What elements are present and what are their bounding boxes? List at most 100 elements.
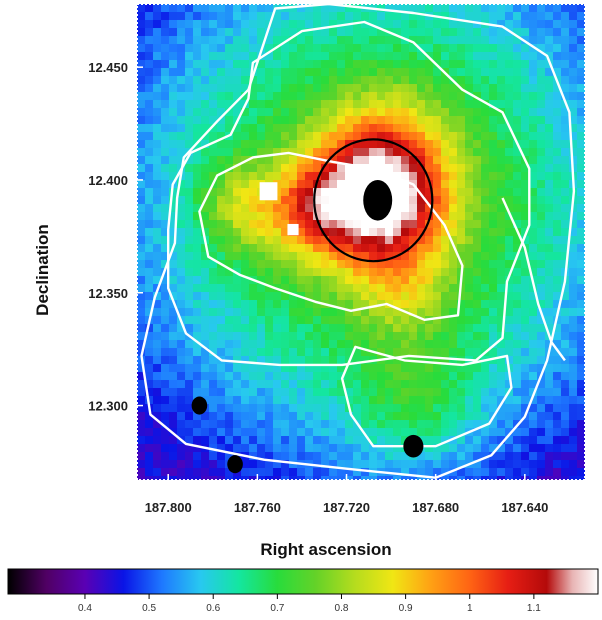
heatmap-cell — [233, 52, 242, 61]
heatmap-cell — [441, 364, 450, 373]
heatmap-cell — [505, 276, 514, 285]
heatmap-cell — [393, 436, 402, 445]
heatmap-cell — [257, 428, 266, 437]
heatmap-cell — [553, 356, 562, 365]
heatmap-cell — [305, 332, 314, 341]
heatmap-cell — [553, 60, 562, 69]
heatmap-cell — [401, 60, 410, 69]
heatmap-cell — [569, 396, 578, 405]
heatmap-cell — [409, 188, 418, 197]
heatmap-cell — [545, 156, 554, 165]
heatmap-cell — [465, 52, 474, 61]
heatmap-cell — [521, 148, 530, 157]
heatmap-cell — [321, 20, 330, 29]
heatmap-cell — [201, 132, 210, 141]
heatmap-cell — [449, 228, 458, 237]
heatmap-cell — [521, 236, 530, 245]
heatmap-cell — [449, 124, 458, 133]
heatmap-cell — [217, 428, 226, 437]
heatmap-cell — [345, 132, 354, 141]
heatmap-cell — [233, 220, 242, 229]
heatmap-cell — [265, 92, 274, 101]
heatmap-cell — [241, 292, 250, 301]
heatmap-cell — [361, 348, 370, 357]
heatmap-cell — [457, 428, 466, 437]
heatmap-cell — [577, 188, 585, 197]
heatmap-cell — [337, 28, 346, 37]
heatmap-cell — [433, 332, 442, 341]
heatmap-cell — [185, 388, 194, 397]
heatmap-cell — [153, 52, 162, 61]
heatmap-cell — [297, 444, 306, 453]
heatmap-cell — [569, 284, 578, 293]
heatmap-cell — [137, 108, 146, 117]
heatmap-cell — [505, 204, 514, 213]
heatmap-cell — [569, 260, 578, 269]
heatmap-cell — [153, 196, 162, 205]
heatmap-cell — [193, 324, 202, 333]
heatmap-cell — [273, 156, 282, 165]
heatmap-cell — [537, 116, 546, 125]
heatmap-cell — [233, 204, 242, 213]
heatmap-cell — [545, 356, 554, 365]
heatmap-cell — [353, 44, 362, 53]
heatmap-cell — [249, 284, 258, 293]
heatmap-cell — [265, 404, 274, 413]
heatmap-cell — [457, 292, 466, 301]
heatmap-cell — [241, 148, 250, 157]
heatmap-cell — [569, 12, 578, 21]
heatmap-cell — [369, 172, 378, 181]
heatmap-cell — [161, 204, 170, 213]
heatmap-cell — [321, 276, 330, 285]
heatmap-cell — [281, 172, 290, 181]
heatmap-cell — [297, 44, 306, 53]
heatmap-cell — [521, 52, 530, 61]
heatmap-cell — [233, 148, 242, 157]
heatmap-cell — [409, 212, 418, 221]
heatmap-cell — [417, 324, 426, 333]
heatmap-cell — [297, 236, 306, 245]
heatmap-cell — [321, 404, 330, 413]
heatmap-cell — [345, 284, 354, 293]
heatmap-cell — [481, 92, 490, 101]
heatmap-cell — [209, 308, 218, 317]
heatmap-cell — [201, 76, 210, 85]
heatmap-cell — [321, 140, 330, 149]
heatmap-cell — [361, 468, 370, 477]
heatmap-cell — [161, 108, 170, 117]
heatmap-cell — [473, 236, 482, 245]
heatmap-cell — [553, 468, 562, 477]
heatmap-cell — [361, 292, 370, 301]
heatmap-cell — [225, 348, 234, 357]
heatmap-cell — [145, 12, 154, 21]
heatmap-cell — [353, 380, 362, 389]
heatmap-cell — [545, 396, 554, 405]
heatmap-cell — [537, 60, 546, 69]
heatmap-cell — [417, 468, 426, 477]
heatmap-cell — [201, 276, 210, 285]
heatmap-cell — [513, 100, 522, 109]
heatmap-cell — [401, 364, 410, 373]
heatmap-cell — [457, 316, 466, 325]
heatmap-cell — [457, 412, 466, 421]
heatmap-cell — [433, 412, 442, 421]
heatmap-cell — [345, 148, 354, 157]
heatmap-cell — [553, 124, 562, 133]
heatmap-cell — [257, 124, 266, 133]
heatmap-cell — [345, 236, 354, 245]
heatmap-cell — [521, 76, 530, 85]
heatmap-cell — [513, 28, 522, 37]
heatmap-cell — [441, 260, 450, 269]
heatmap-cell — [241, 324, 250, 333]
heatmap-cell — [433, 348, 442, 357]
heatmap-cell — [281, 84, 290, 93]
heatmap-cell — [569, 124, 578, 133]
heatmap-cell — [497, 92, 506, 101]
heatmap-cell — [521, 188, 530, 197]
heatmap-cell — [177, 196, 186, 205]
heatmap-cell — [137, 316, 146, 325]
heatmap-cell — [561, 364, 570, 373]
heatmap-cell — [409, 420, 418, 429]
heatmap-cell — [401, 68, 410, 77]
heatmap-cell — [305, 404, 314, 413]
